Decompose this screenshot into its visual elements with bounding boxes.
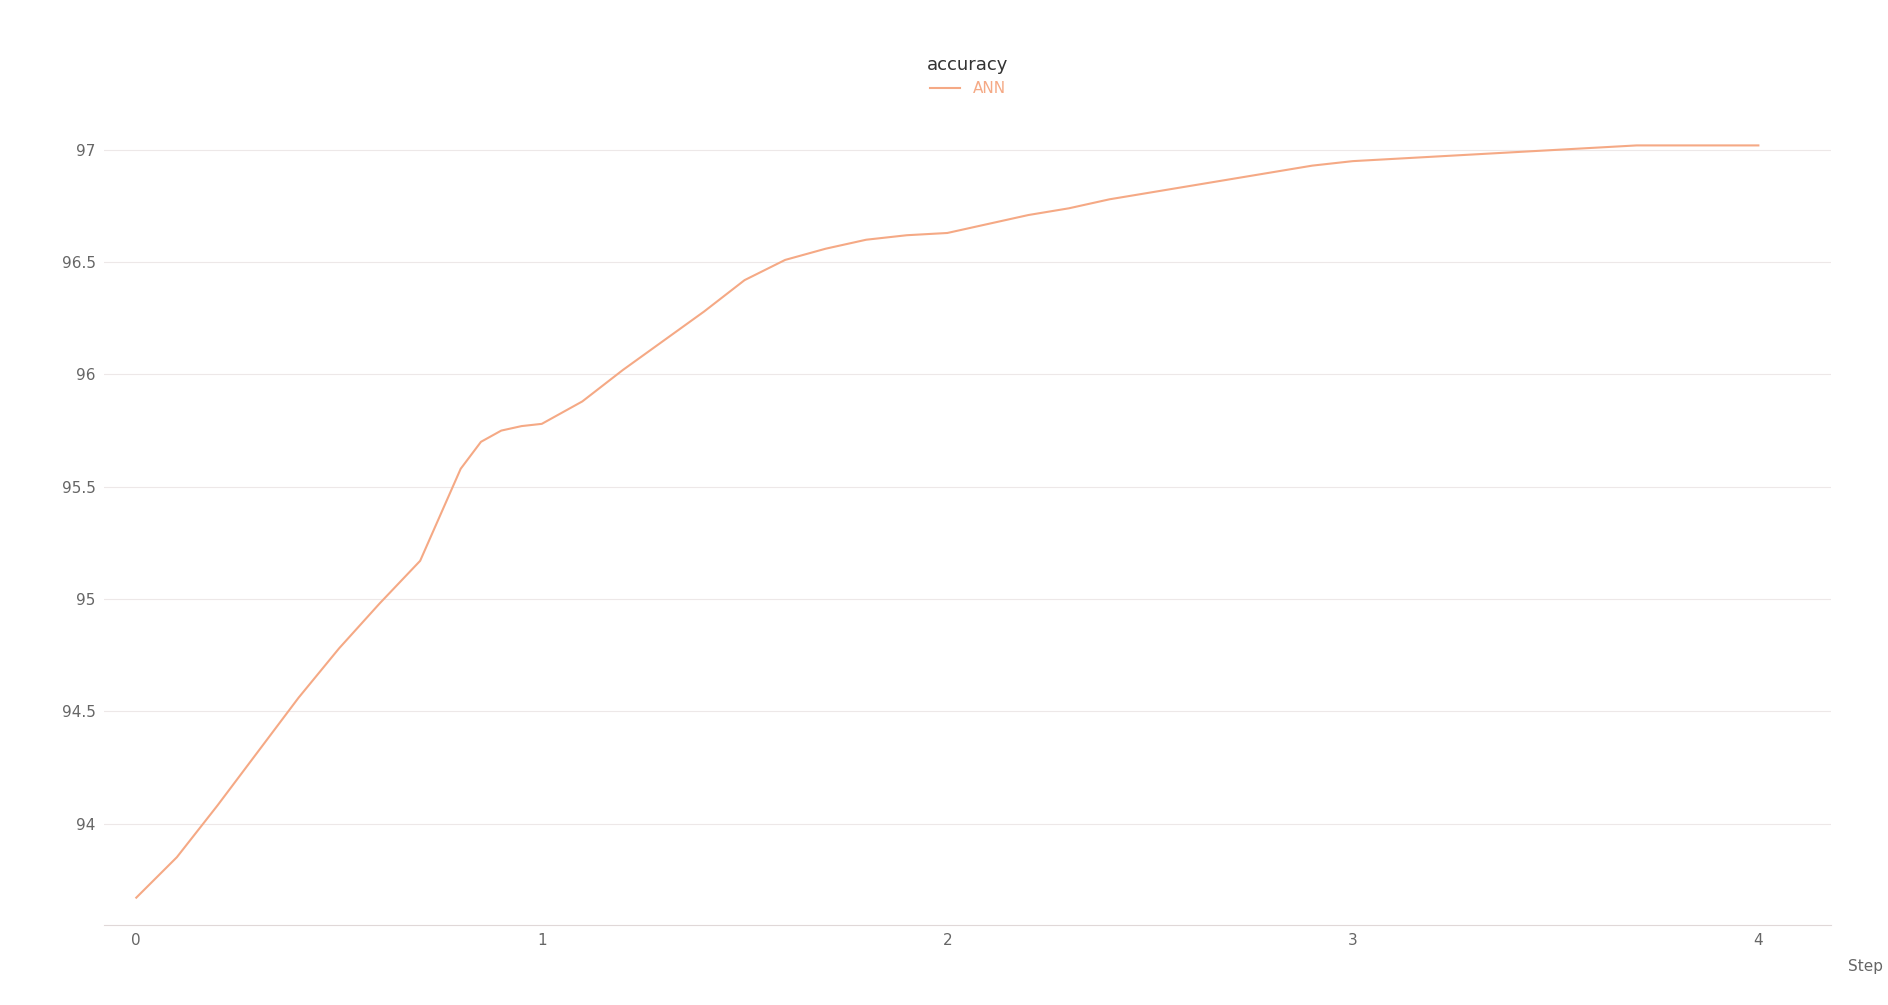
ANN: [125, 891, 147, 903]
ANN: [1626, 140, 1648, 152]
Title: accuracy: accuracy: [927, 56, 1008, 74]
ANN: [1503, 146, 1526, 158]
ANN: [895, 229, 918, 241]
ANN: [1424, 151, 1446, 163]
ANN: [1099, 193, 1121, 205]
ANN: [510, 420, 532, 432]
ANN: [1138, 187, 1161, 199]
ANN: [1746, 140, 1769, 152]
Line: ANN: ANN: [136, 146, 1758, 897]
ANN: [693, 306, 716, 318]
ANN: [976, 218, 999, 230]
ANN: [1707, 140, 1729, 152]
ANN: [166, 851, 189, 863]
ANN: [814, 242, 836, 254]
ANN: [1342, 155, 1365, 167]
ANN: [651, 335, 674, 347]
ANN: [470, 436, 493, 448]
ANN: [1665, 140, 1688, 152]
ANN: [410, 555, 432, 567]
ANN: [855, 234, 878, 246]
ANN: [1301, 160, 1323, 172]
ANN: [531, 418, 553, 430]
ANN: [1463, 149, 1486, 161]
ANN: [1018, 209, 1040, 221]
ANN: [449, 462, 472, 474]
ANN: [489, 424, 512, 436]
ANN: [1382, 153, 1405, 165]
ANN: [329, 642, 351, 654]
ANN: [247, 746, 270, 758]
ANN: [1057, 202, 1080, 214]
Legend: ANN: ANN: [923, 75, 1012, 103]
ANN: [287, 691, 310, 704]
ANN: [936, 227, 959, 239]
ANN: [733, 274, 755, 286]
ANN: [612, 364, 634, 376]
ANN: [368, 597, 391, 609]
ANN: [1180, 180, 1203, 192]
ANN: [1220, 173, 1242, 185]
X-axis label: Step: Step: [1848, 959, 1884, 974]
ANN: [570, 395, 593, 407]
ANN: [1261, 166, 1284, 178]
ANN: [774, 254, 797, 266]
ANN: [1584, 142, 1607, 154]
ANN: [206, 800, 228, 812]
ANN: [1544, 144, 1567, 156]
